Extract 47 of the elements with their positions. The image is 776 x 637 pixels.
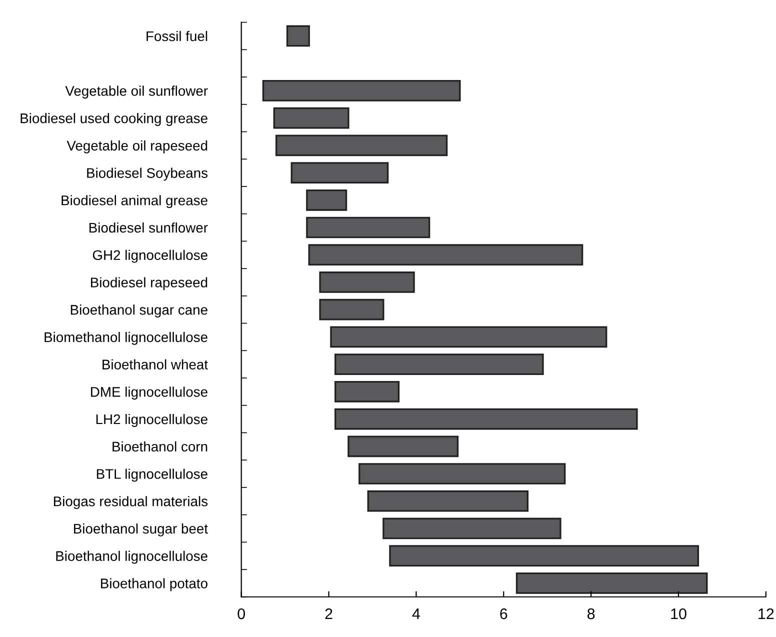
y-tick-label: Biodiesel animal grease [62,195,208,208]
y-tick-label: Vegetable oil rapeseed [66,140,208,154]
y-tick-label: Biodiesel used cooking grease [20,113,208,126]
y-tick-label: LH2 lignocellulose [96,414,208,427]
y-tick-label: DME lignocellulose [91,386,208,400]
bar [389,545,699,567]
y-tick-label: Vegetable oil sunflower [65,86,208,99]
bar [516,572,708,594]
bar [319,298,384,320]
y-tick-label: Bioethanol potato [101,578,208,592]
bar [273,107,350,129]
x-tick-label: 2 [325,608,332,620]
x-tick-label: 0 [238,608,245,620]
bar [308,244,584,266]
x-tick-label: 8 [587,608,595,620]
bar [306,216,430,238]
bar [334,408,638,430]
bar [262,80,461,102]
bar [334,380,400,402]
bar [306,189,348,211]
bar [358,463,566,484]
bar [382,518,562,540]
y-tick-label: BTL lignocellulose [96,468,208,482]
x-tick-label: 10 [671,608,686,620]
y-tick-label: Bioethanol lignocellulose [56,550,208,564]
y-tick-label: Bioethanol sugar beet [74,523,208,536]
y-tick-label: Bioethanol sugar cane [70,304,208,318]
bar [348,436,459,458]
bar [319,272,415,293]
bar [367,490,528,512]
bar [286,25,310,47]
bar [334,354,544,375]
y-tick-label: Biomethanol lignocellulose [44,332,208,345]
y-tick-label: Bioethanol wheat [102,359,208,370]
x-tick-label: 4 [412,608,420,620]
y-tick-label: Bioethanol corn [112,441,208,452]
y-tick-label: Biodiesel sunflower [89,222,208,233]
x-tick-label: 6 [500,608,508,620]
y-tick-label: Fossil fuel [146,30,208,42]
y-tick-label: Biogas residual materials [54,496,208,510]
x-tick-label: 12 [758,608,774,620]
bar [330,326,608,348]
bar [290,162,389,184]
y-tick-label: Biodiesel rapeseed [91,277,208,290]
bar [275,134,448,156]
y-tick-label: GH2 lignocellulose [92,250,208,263]
y-tick-label: Biodiesel Soybeans [87,168,208,181]
